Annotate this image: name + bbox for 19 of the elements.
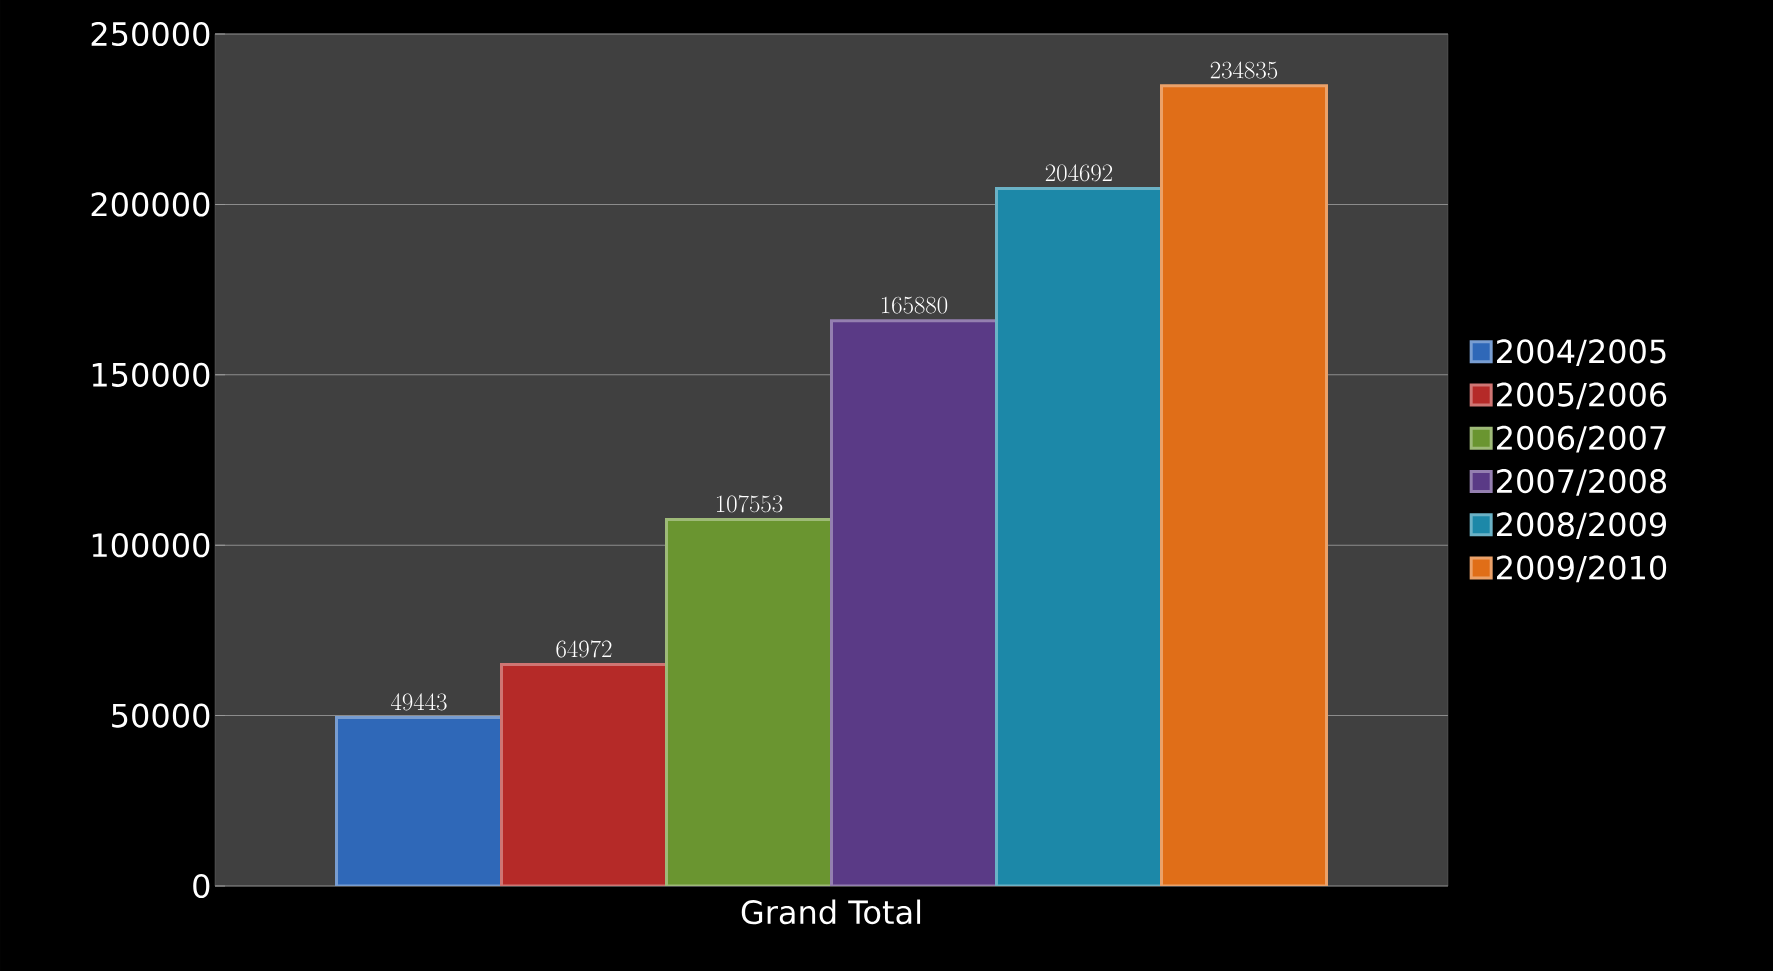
y-tick-label: 250000 <box>91 21 210 47</box>
data-label: 165880 <box>881 296 948 314</box>
y-tick-label: 100000 <box>92 533 210 558</box>
y-tick-label: 200000 <box>91 192 210 217</box>
x-tick-label: Grand Total <box>741 899 921 925</box>
data-label: 204692 <box>1045 164 1113 182</box>
y-tick-label: 0 <box>193 873 210 899</box>
data-label: 49443 <box>390 693 447 711</box>
legend-label: 2008/2009 <box>1497 512 1667 539</box>
data-label: 234835 <box>1210 61 1278 79</box>
legend-label: 2006/2007 <box>1497 425 1666 453</box>
legend-label: 2007/2008 <box>1497 468 1667 496</box>
legend-label: 2005/2006 <box>1497 382 1667 410</box>
y-tick-label: 50000 <box>112 703 210 728</box>
data-label: 107553 <box>716 495 783 513</box>
y-tick-label: 150000 <box>92 362 210 387</box>
legend-label: 2009/2010 <box>1497 555 1667 583</box>
legend-label: 2004/2005 <box>1497 339 1666 366</box>
data-label: 64972 <box>556 640 612 658</box>
